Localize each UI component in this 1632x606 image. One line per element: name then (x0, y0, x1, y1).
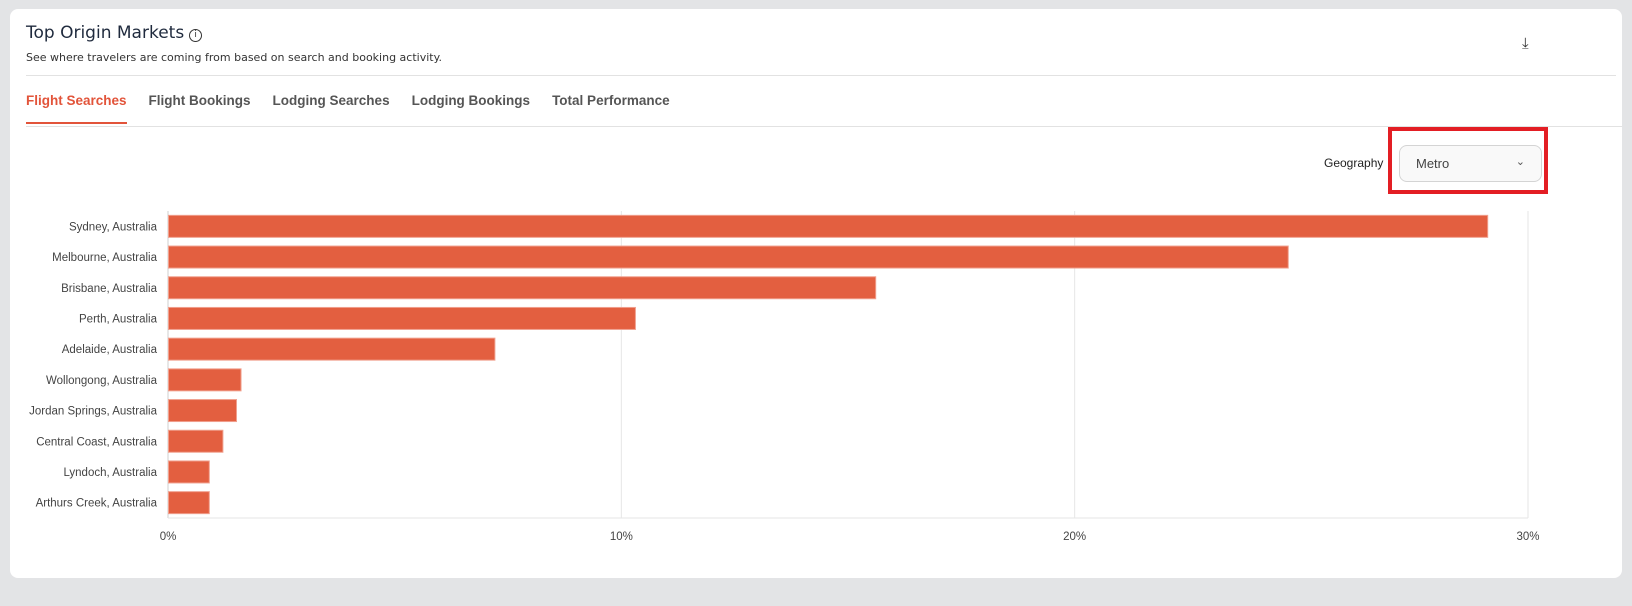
tab-bar: Flight Searches Flight Bookings Lodging … (26, 93, 670, 124)
info-icon[interactable]: i (189, 29, 203, 42)
tab-lodging-searches[interactable]: Lodging Searches (272, 93, 390, 108)
geography-select[interactable]: Metro ⌄ (1399, 145, 1542, 182)
y-tick-label: Perth, Australia (79, 313, 158, 325)
x-tick-label: 0% (160, 531, 177, 543)
geography-label: Geography (1324, 156, 1384, 170)
tab-lodging-bookings[interactable]: Lodging Bookings (411, 93, 531, 108)
bar (168, 491, 210, 515)
y-tick-label: Arthurs Creek, Australia (36, 498, 158, 510)
y-tick-label: Jordan Springs, Australia (29, 406, 157, 418)
bar (168, 368, 242, 392)
bar (168, 460, 210, 484)
chevron-down-icon: ⌄ (1515, 156, 1525, 168)
geography-value: Metro (1416, 156, 1450, 171)
tab-total-performance[interactable]: Total Performance (552, 93, 670, 108)
y-tick-label: Melbourne, Australia (52, 252, 157, 264)
bar (168, 214, 1489, 238)
bar (168, 245, 1289, 269)
bar (168, 306, 636, 330)
x-tick-label: 10% (610, 531, 633, 543)
card-title: Top Origin Markets i (26, 23, 203, 43)
highlight-box (1388, 127, 1548, 194)
y-tick-label: Adelaide, Australia (62, 344, 158, 356)
bar (168, 429, 224, 453)
y-tick-label: Sydney, Australia (69, 221, 158, 233)
bar (168, 337, 496, 361)
y-tick-label: Central Coast, Australia (36, 436, 157, 448)
y-tick-label: Brisbane, Australia (61, 283, 157, 295)
tab-flight-searches[interactable]: Flight Searches (26, 93, 127, 124)
download-icon[interactable]: ⤓ (1522, 35, 1529, 52)
bar (168, 276, 877, 300)
tab-flight-bookings[interactable]: Flight Bookings (148, 93, 251, 108)
y-tick-label: Wollongong, Australia (46, 375, 158, 387)
y-tick-label: Lyndoch, Australia (63, 467, 157, 479)
divider (26, 126, 1622, 127)
card-subtitle: See where travelers are coming from base… (26, 51, 443, 64)
x-tick-label: 20% (1063, 531, 1086, 543)
bar (168, 399, 237, 423)
x-tick-label: 30% (1516, 531, 1539, 543)
divider (26, 75, 1616, 76)
